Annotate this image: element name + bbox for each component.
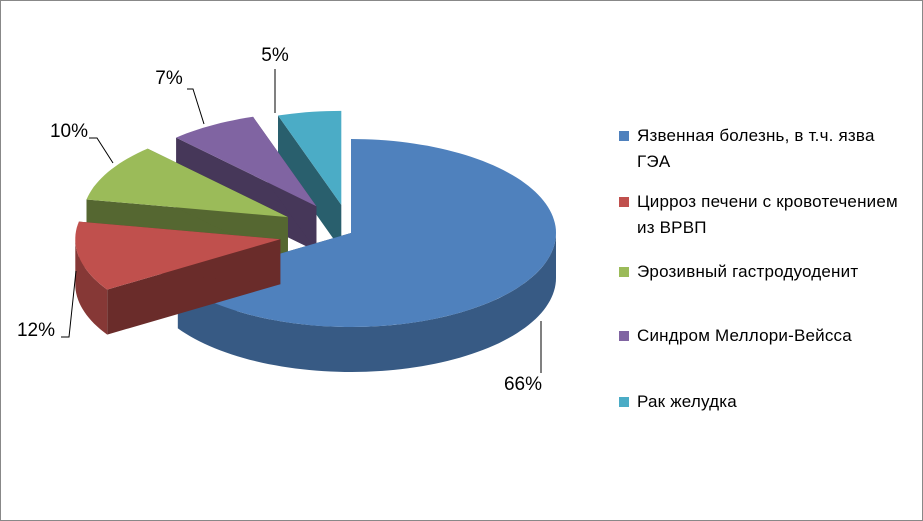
legend-label: Синдром Меллори-Вейсса	[637, 326, 852, 345]
data-label: 7%	[155, 68, 183, 89]
legend-item: Эрозивный гастродуоденит	[619, 259, 909, 285]
legend-item: Цирроз печени с кровотечением из ВРВП	[619, 189, 909, 241]
slice-side	[177, 233, 556, 372]
legend-label: Язвенная болезнь, в т.ч. язва ГЭА	[637, 126, 875, 171]
legend-swatch	[619, 197, 629, 207]
data-label: 5%	[261, 45, 289, 66]
legend-item: Язвенная болезнь, в т.ч. язва ГЭА	[619, 123, 909, 175]
data-label: 66%	[504, 374, 542, 395]
legend-label: Рак желудка	[637, 392, 737, 411]
slice	[278, 110, 342, 205]
slice	[75, 221, 281, 290]
leader-line	[89, 137, 114, 164]
legend-label: Эрозивный гастродуоденит	[637, 262, 859, 281]
data-label: 12%	[17, 320, 55, 341]
legend-swatch	[619, 131, 629, 141]
data-label: 10%	[50, 121, 88, 142]
legend-swatch	[619, 267, 629, 277]
legend-item: Синдром Меллори-Вейсса	[619, 323, 909, 349]
slice-side	[75, 239, 108, 335]
legend-swatch	[619, 331, 629, 341]
slice	[86, 148, 288, 218]
leader-line	[61, 270, 77, 338]
legend-label: Цирроз печени с кровотечением из ВРВП	[637, 192, 898, 237]
slice-side	[278, 115, 342, 250]
leader-line	[187, 88, 205, 125]
legend-item: Рак желудка	[619, 389, 909, 415]
slice	[176, 116, 317, 207]
legend-swatch	[619, 397, 629, 407]
